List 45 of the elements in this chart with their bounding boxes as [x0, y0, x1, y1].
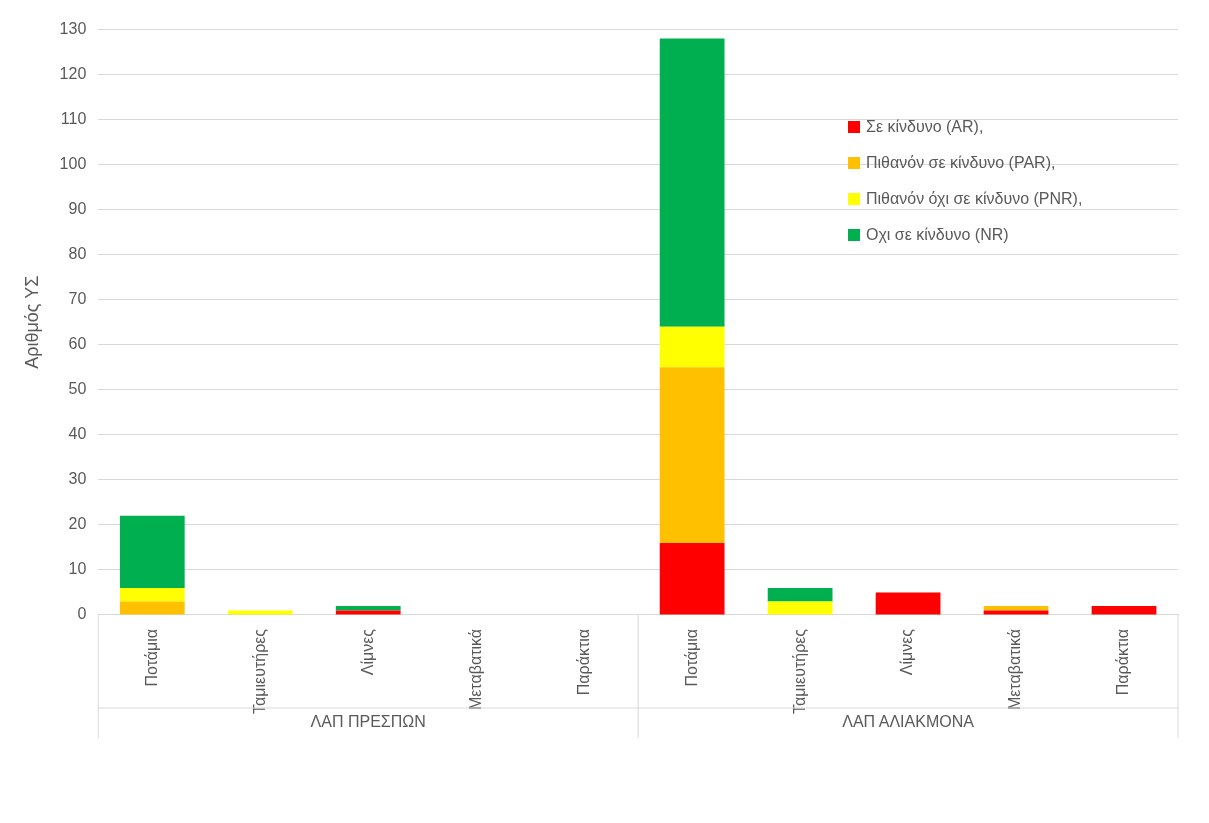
x-tick-label: Ταμιευτήρες [790, 628, 808, 715]
y-tick-label: 30 [68, 470, 87, 488]
bar [119, 587, 185, 602]
x-tick-label: Μεταβατικά [466, 628, 484, 711]
x-tick-label: Ποτάμια [682, 628, 700, 687]
y-tick-label: 50 [68, 380, 87, 398]
bar [875, 592, 941, 615]
legend-label: Πιθανόν όχι σε κίνδυνο (PNR), [866, 190, 1083, 208]
x-tick-label: Παράκτια [574, 628, 592, 696]
y-tick-label: 80 [68, 245, 87, 263]
y-tick-label: 120 [59, 65, 87, 83]
bar [119, 601, 185, 615]
y-axis-title: Αριθμός ΥΣ [21, 275, 42, 369]
y-tick-label: 40 [68, 425, 87, 443]
text: ΛΑΠ ΑΛΙΑΚΜΟΝΑ [842, 713, 975, 731]
bar [767, 601, 833, 615]
bar [767, 587, 833, 602]
x-tick-label: Μεταβατικά [1006, 628, 1024, 711]
legend-label: Σε κίνδυνο (AR), [866, 118, 984, 136]
bar [659, 326, 725, 368]
y-tick-label: 20 [68, 515, 87, 533]
bar [335, 610, 401, 615]
legend-label: Οχι σε κίνδυνο (NR) [866, 226, 1009, 244]
y-tick-label: 10 [68, 560, 87, 578]
bar [227, 610, 293, 615]
y-tick-label: 60 [68, 335, 87, 353]
y-tick-label: 70 [68, 290, 87, 308]
legend-label: Πιθανόν σε κίνδυνο (PAR), [866, 154, 1056, 172]
bar [659, 542, 725, 615]
x-tick-label: Λίμνες [358, 628, 376, 676]
bar [659, 367, 725, 543]
y-tick-label: 90 [68, 200, 87, 218]
x-tick-label: Ποτάμια [142, 628, 160, 687]
y-tick-label: 100 [59, 155, 87, 173]
y-tick-label: 0 [77, 605, 87, 623]
x-tick-label: Ταμιευτήρες [250, 628, 268, 715]
bar [1091, 605, 1157, 615]
text: ΛΑΠ ΠΡΕΣΠΩΝ [310, 713, 426, 731]
bar [983, 610, 1049, 615]
bar [119, 515, 185, 588]
x-tick-label: Παράκτια [1114, 628, 1132, 696]
y-tick-label: 130 [59, 20, 87, 38]
bar [659, 38, 725, 327]
x-tick-label: Λίμνες [898, 628, 916, 676]
y-tick-label: 110 [60, 110, 87, 128]
